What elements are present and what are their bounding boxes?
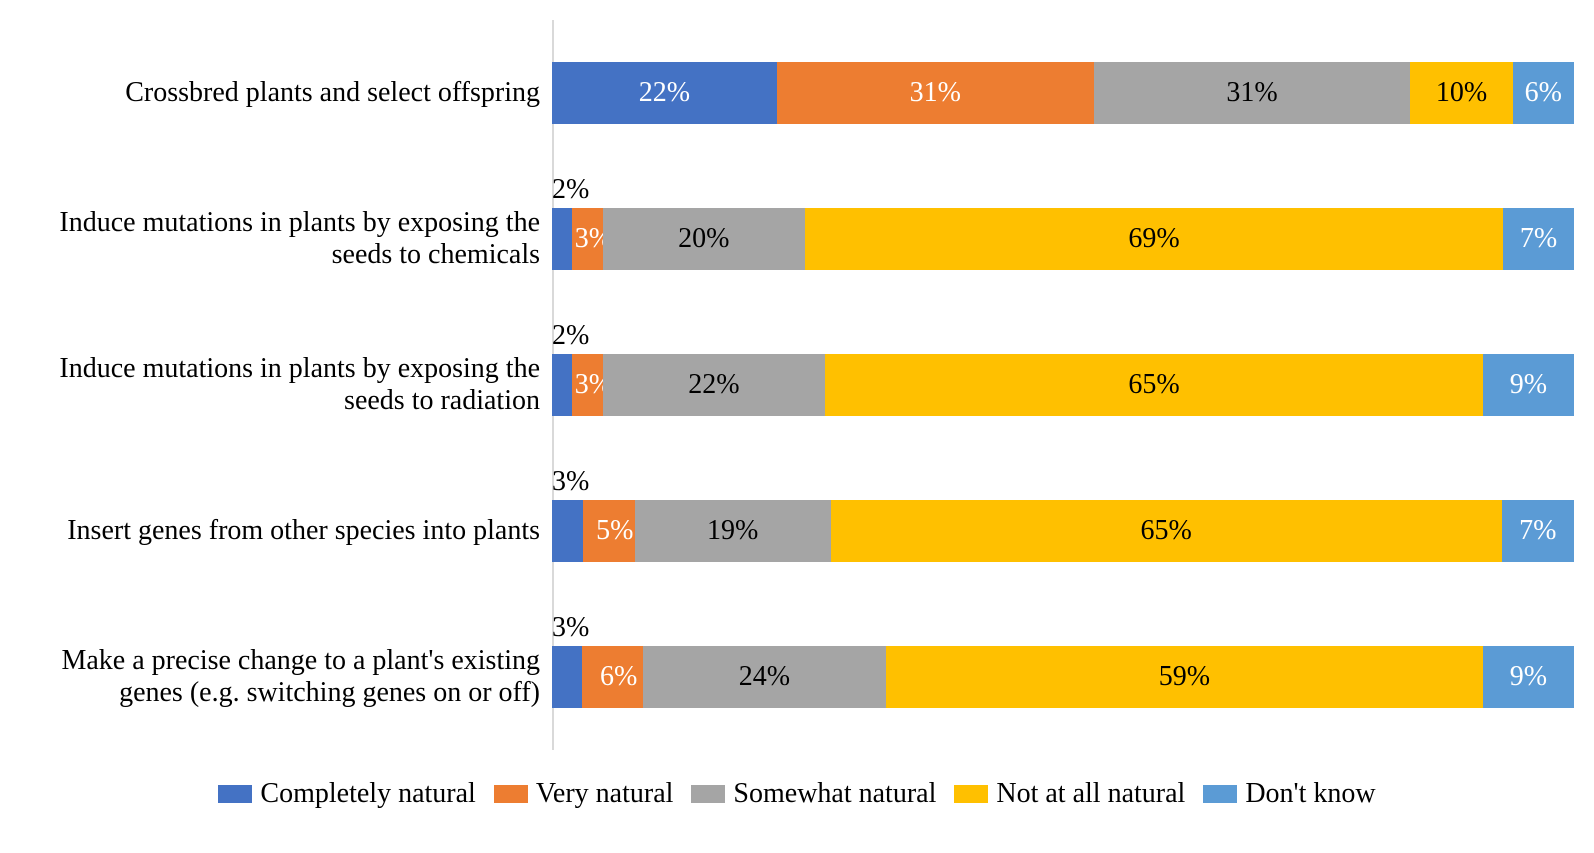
segment-value-label: 7% [1519,515,1556,547]
bar-segment-completely: 3% [552,500,583,562]
segment-value-label: 65% [1128,369,1179,401]
segment-value-label: 7% [1520,223,1557,255]
legend-swatch [494,785,528,803]
bar-segment-dontknow: 9% [1483,646,1574,708]
bar-segment-somewhat: 31% [1094,62,1411,124]
stacked-bar: 22% 31% 31% 10% 6% [552,62,1574,124]
segment-top-label: 3% [552,466,589,498]
legend-swatch [954,785,988,803]
segment-value-label: 20% [678,223,729,255]
legend-label: Very natural [536,778,674,810]
segment-value-label: 22% [639,77,690,109]
segment-value-label: 65% [1141,515,1192,547]
legend-item-notatall: Not at all natural [954,778,1185,810]
chart-row: Crossbred plants and select offspring22%… [20,20,1574,166]
bar-wrap: 2%3% 22% 65% 9% [552,354,1574,416]
bar-segment-very: 6% [582,646,643,708]
bar-segment-notatall: 69% [805,208,1503,270]
segment-value-label: 31% [1226,77,1277,109]
segment-value-label: 69% [1128,223,1179,255]
legend-label: Don't know [1245,778,1375,810]
stacked-bar: 3% 6% 24% 59% 9% [552,646,1574,708]
bar-segment-dontknow: 7% [1503,208,1574,270]
bar-segment-somewhat: 22% [603,354,826,416]
legend: Completely natural Very natural Somewhat n… [20,778,1574,810]
bar-segment-very: 5% [583,500,635,562]
segment-top-label: 2% [552,320,589,352]
segment-value-label: 59% [1159,661,1210,693]
legend-swatch [691,785,725,803]
segment-value-label: 6% [1525,77,1562,109]
bar-segment-completely: 2% [552,354,572,416]
category-label: Crossbred plants and select offspring [20,77,552,109]
bar-segment-completely: 3% [552,646,582,708]
bar-segment-completely: 2% [552,208,572,270]
segment-top-label: 2% [552,174,589,206]
segment-value-label: 31% [910,77,961,109]
segment-value-label: 24% [739,661,790,693]
bar-segment-notatall: 65% [825,354,1483,416]
stacked-bar-chart: Crossbred plants and select offspring22%… [20,20,1574,810]
bar-segment-somewhat: 24% [643,646,886,708]
category-label: Insert genes from other species into pla… [20,515,552,547]
bar-segment-notatall: 59% [886,646,1483,708]
bar-segment-very: 31% [777,62,1094,124]
stacked-bar: 3% 5% 19% 65% 7% [552,500,1574,562]
legend-label: Completely natural [260,778,475,810]
legend-item-very: Very natural [494,778,674,810]
bar-segment-completely: 22% [552,62,777,124]
stacked-bar: 2%3% 22% 65% 9% [552,354,1574,416]
segment-value-label: 9% [1510,661,1547,693]
segment-value-label: 5% [596,515,633,547]
legend-label: Not at all natural [996,778,1185,810]
chart-row: Insert genes from other species into pla… [20,458,1574,604]
bar-wrap: 22% 31% 31% 10% 6% [552,62,1574,124]
bar-segment-very: 3% [572,354,602,416]
segment-value-label: 9% [1510,369,1547,401]
stacked-bar: 2%3% 20% 69% 7% [552,208,1574,270]
bar-wrap: 2%3% 20% 69% 7% [552,208,1574,270]
chart-row: Induce mutations in plants by exposing t… [20,312,1574,458]
category-label: Induce mutations in plants by exposing t… [20,207,552,271]
legend-item-dontknow: Don't know [1203,778,1375,810]
bar-segment-somewhat: 20% [603,208,805,270]
legend-swatch [218,785,252,803]
bar-segment-somewhat: 19% [635,500,831,562]
legend-item-somewhat: Somewhat natural [691,778,936,810]
category-label: Make a precise change to a plant's exist… [20,645,552,709]
bar-segment-dontknow: 7% [1502,500,1574,562]
segment-value-label: 10% [1436,77,1487,109]
category-label: Induce mutations in plants by exposing t… [20,353,552,417]
bar-segment-very: 3% [572,208,602,270]
bar-segment-notatall: 65% [831,500,1502,562]
bar-wrap: 3% 6% 24% 59% 9% [552,646,1574,708]
bar-segment-notatall: 10% [1410,62,1512,124]
legend-swatch [1203,785,1237,803]
segment-top-label: 3% [552,612,589,644]
segment-value-label: 22% [688,369,739,401]
plot-area: Crossbred plants and select offspring22%… [20,20,1574,750]
legend-item-completely: Completely natural [218,778,475,810]
bar-wrap: 3% 5% 19% 65% 7% [552,500,1574,562]
bar-segment-dontknow: 9% [1483,354,1574,416]
legend-label: Somewhat natural [733,778,936,810]
chart-row: Induce mutations in plants by exposing t… [20,166,1574,312]
segment-value-label: 19% [707,515,758,547]
chart-row: Make a precise change to a plant's exist… [20,604,1574,750]
segment-value-label: 6% [600,661,637,693]
bar-segment-dontknow: 6% [1513,62,1574,124]
